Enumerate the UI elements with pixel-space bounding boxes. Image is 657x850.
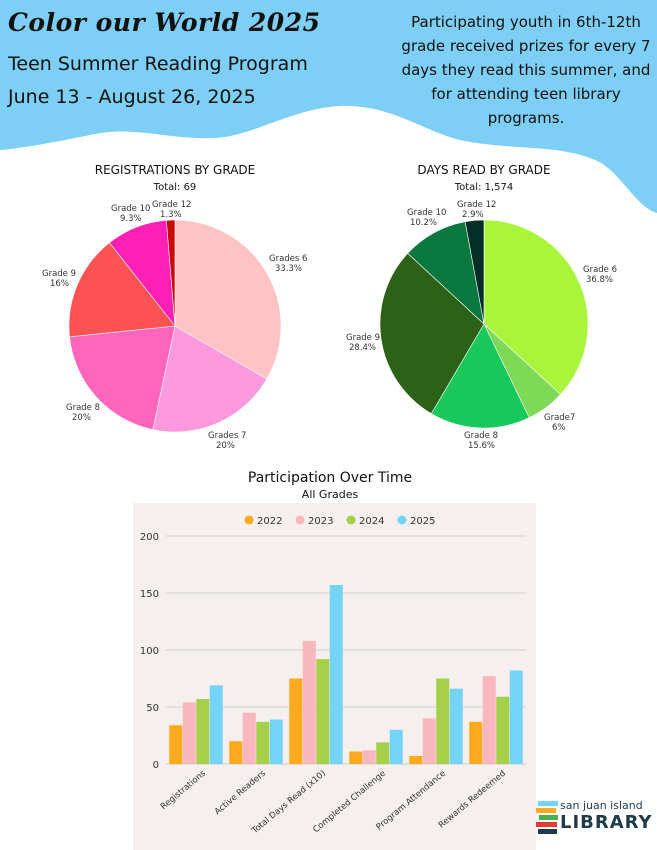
bar bbox=[362, 750, 376, 764]
pie-slice bbox=[174, 219, 282, 380]
pie-slice-label: 16% bbox=[50, 279, 69, 289]
x-category-label: Completed Challenge bbox=[311, 769, 388, 836]
legend-swatch bbox=[295, 515, 305, 525]
pie-slice bbox=[68, 242, 176, 338]
pie-slice bbox=[407, 221, 485, 325]
legend-swatch bbox=[397, 515, 407, 525]
bar bbox=[196, 699, 210, 764]
x-category-label: Total Days Read (x10) bbox=[249, 769, 327, 837]
program-description: Participating youth in 6th-12th grade re… bbox=[401, 13, 651, 127]
y-tick-label: 100 bbox=[140, 646, 159, 657]
bar bbox=[269, 719, 283, 764]
pie-slice-name: Grade 8 bbox=[66, 403, 100, 413]
bar bbox=[289, 678, 303, 764]
pie-slice bbox=[430, 323, 530, 429]
pie-slice-name: Grade 9 bbox=[42, 269, 76, 279]
bar bbox=[256, 721, 270, 764]
x-category-label: Program Attendance bbox=[375, 769, 448, 833]
y-tick-label: 50 bbox=[146, 703, 159, 714]
pie-slice bbox=[483, 323, 561, 419]
bar bbox=[316, 659, 330, 764]
bar bbox=[302, 640, 316, 764]
books-logo-icon bbox=[536, 801, 558, 834]
pie-slice bbox=[166, 219, 176, 327]
pie-slice-label: 28.4% bbox=[349, 343, 376, 353]
x-category-label: Registrations bbox=[159, 768, 209, 812]
logo-main-text: LIBRARY bbox=[560, 812, 653, 833]
bar bbox=[436, 678, 450, 764]
bar bbox=[376, 742, 390, 764]
x-category-label: Active Readers bbox=[213, 768, 269, 817]
bar bbox=[469, 721, 483, 764]
pie-slice bbox=[69, 325, 176, 431]
pie-slice-label: 15.6% bbox=[468, 441, 495, 451]
legend-swatch bbox=[346, 515, 356, 525]
pie-slice bbox=[483, 219, 589, 395]
pie-slice-label: 20% bbox=[72, 413, 91, 423]
bar-chart-subtitle: All Grades bbox=[302, 488, 359, 501]
library-logo: san juan island LIBRARY bbox=[536, 799, 654, 835]
bar bbox=[422, 718, 436, 764]
bar bbox=[349, 751, 363, 764]
legend-label: 2025 bbox=[410, 516, 435, 527]
bar bbox=[449, 688, 463, 764]
plot-background bbox=[133, 503, 536, 850]
pie-slice-name: Grade 9 bbox=[346, 333, 380, 343]
pie-slice-name: Grade 8 bbox=[464, 431, 498, 441]
legend-label: 2024 bbox=[359, 516, 384, 527]
pie-slice-name: Grades 6 bbox=[269, 254, 307, 264]
bar bbox=[409, 756, 423, 764]
pie-slice-name: Grade 6 bbox=[583, 265, 617, 275]
logo-top-text: san juan island bbox=[560, 799, 643, 812]
header-banner bbox=[0, 0, 657, 213]
pie-slice-label: 33.3% bbox=[275, 264, 302, 274]
bar bbox=[229, 741, 243, 764]
page-title: Color our World 2025 bbox=[8, 8, 321, 37]
bar bbox=[496, 696, 510, 764]
bar bbox=[389, 729, 403, 764]
y-tick-label: 150 bbox=[140, 589, 159, 600]
program-dates: June 13 - August 26, 2025 bbox=[8, 86, 256, 108]
legend-swatch bbox=[244, 515, 254, 525]
x-category-label: Rewards Redeemed bbox=[437, 769, 508, 831]
pie-slice-label: 36.8% bbox=[586, 275, 613, 285]
bar bbox=[329, 585, 343, 764]
y-tick-label: 0 bbox=[153, 760, 159, 771]
pie-slice bbox=[379, 252, 485, 415]
pie-slice-name: Grade7 bbox=[544, 413, 575, 423]
bar bbox=[169, 725, 183, 764]
bar bbox=[182, 702, 196, 764]
pie-slice bbox=[464, 219, 485, 325]
program-name: Teen Summer Reading Program bbox=[8, 53, 308, 75]
pie-slice-label: 6% bbox=[552, 423, 566, 433]
legend-label: 2023 bbox=[308, 516, 333, 527]
y-tick-label: 200 bbox=[140, 532, 159, 543]
bar bbox=[509, 670, 523, 764]
bar bbox=[242, 712, 256, 764]
banner-wave bbox=[0, 0, 657, 213]
bar-chart-title: Participation Over Time bbox=[248, 470, 412, 486]
legend-label: 2022 bbox=[257, 516, 282, 527]
pie-slice bbox=[152, 325, 268, 433]
pie-slice-label: 20% bbox=[216, 441, 235, 451]
pie-slice-name: Grades 7 bbox=[208, 431, 246, 441]
pie-slice bbox=[109, 220, 176, 327]
bar bbox=[209, 685, 223, 764]
bar bbox=[482, 676, 496, 764]
